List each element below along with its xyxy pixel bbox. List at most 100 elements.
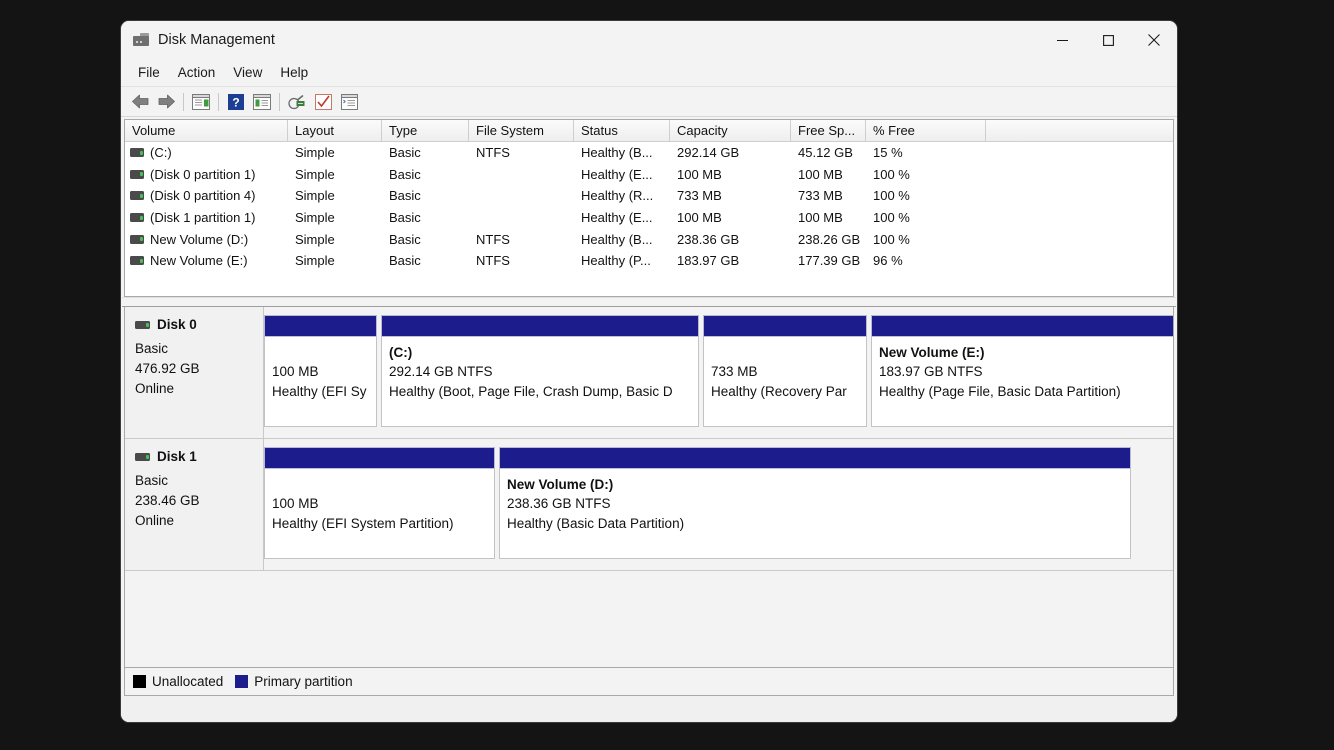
cell-layout: Simple <box>295 188 335 204</box>
disk-block[interactable]: Disk 0 Basic 476.92 GB Online 100 MB Healthy… <box>125 307 1173 439</box>
legend-label-primary-partition: Primary partition <box>254 674 353 689</box>
partition[interactable]: New Volume (D:) 238.36 GB NTFS Healthy (Ba… <box>499 447 1131 559</box>
disk-graphical-pane[interactable]: Disk 0 Basic 476.92 GB Online 100 MB Healthy… <box>124 307 1174 668</box>
cell-volume: (C:) <box>125 145 288 160</box>
pane-splitter[interactable] <box>122 297 1176 307</box>
column-header-capacity[interactable]: Capacity <box>670 120 791 141</box>
partition[interactable]: (C:) 292.14 GB NTFS Healthy (Boot, Page Fi… <box>381 315 699 427</box>
column-header-layout[interactable]: Layout <box>288 120 382 141</box>
cell-volume-label: New Volume (E:) <box>150 253 248 269</box>
partition-size: 238.36 GB NTFS <box>507 496 611 511</box>
cell-capacity: 733 MB <box>677 188 722 204</box>
partition-title-empty <box>711 345 859 360</box>
partition-size: 292.14 GB NTFS <box>389 364 493 379</box>
table-row[interactable]: (Disk 1 partition 1) Simple Basic Healthy (… <box>125 207 1173 229</box>
partition[interactable]: New Volume (E:) 183.97 GB NTFS Healthy (Pa… <box>871 315 1173 427</box>
table-row[interactable]: (Disk 0 partition 4) Simple Basic Healthy (… <box>125 185 1173 207</box>
toolbar-separator <box>279 92 280 111</box>
cell-free-space: 100 MB <box>798 166 843 182</box>
drive-icon <box>130 234 144 244</box>
cell-volume: New Volume (D:) <box>125 232 288 247</box>
drive-icon <box>130 213 144 223</box>
disk-type: Basic <box>135 341 169 356</box>
table-row[interactable]: New Volume (D:) Simple Basic NTFS Healthy (B… <box>125 228 1173 250</box>
rescan-disks-icon[interactable] <box>284 90 310 114</box>
window-controls <box>1039 21 1177 59</box>
partition-color-bar <box>381 315 699 336</box>
close-icon[interactable] <box>1131 21 1177 59</box>
forward-arrow-icon[interactable] <box>153 90 179 114</box>
table-row[interactable]: New Volume (E:) Simple Basic NTFS Healthy (P… <box>125 250 1173 272</box>
disk-block[interactable]: Disk 1 Basic 238.46 GB Online 100 MB Healthy… <box>125 439 1173 571</box>
cell-volume: (Disk 0 partition 4) <box>125 188 288 203</box>
legend-swatch-primary-partition <box>235 675 249 688</box>
column-header-free-space[interactable]: Free Sp... <box>791 120 866 141</box>
disk-name: Disk 1 <box>157 449 197 464</box>
disk-size: 238.46 GB <box>135 493 200 508</box>
partition[interactable]: 100 MB Healthy (EFI Sy <box>264 315 377 427</box>
partition-color-bar <box>703 315 867 336</box>
cell-file-system: NTFS <box>476 145 510 161</box>
menu-action[interactable]: Action <box>177 65 216 80</box>
disk-icon <box>135 320 150 329</box>
title-bar: Disk Management <box>121 21 1177 59</box>
cell-percent-free: 15 % <box>873 145 903 161</box>
maximize-icon[interactable] <box>1085 21 1131 59</box>
show-hide-console-tree-icon[interactable] <box>188 90 214 114</box>
cell-free-space: 177.39 GB <box>798 253 861 269</box>
cell-type: Basic <box>389 253 421 269</box>
column-header-percent-free[interactable]: % Free <box>866 120 986 141</box>
disk-label[interactable]: Disk 1 Basic 238.46 GB Online <box>125 439 264 570</box>
menu-help[interactable]: Help <box>280 65 309 80</box>
partition-color-bar <box>264 447 495 468</box>
partition-info: New Volume (E:) 183.97 GB NTFS Healthy (Pa… <box>871 336 1173 427</box>
menu-file[interactable]: File <box>138 65 160 80</box>
disk-partitions: 100 MB Healthy (EFI System Partition) New … <box>264 439 1173 570</box>
partition[interactable]: 100 MB Healthy (EFI System Partition) <box>264 447 495 559</box>
partition-title: (C:) <box>389 345 413 360</box>
column-header-type[interactable]: Type <box>382 120 469 141</box>
disk-icon <box>135 452 150 461</box>
legend-swatch-unallocated <box>133 675 146 688</box>
cell-percent-free: 96 % <box>873 253 903 269</box>
partition-color-bar <box>264 315 377 336</box>
column-header-file-system[interactable]: File System <box>469 120 574 141</box>
column-header-volume[interactable]: Volume <box>125 120 288 141</box>
volume-list-pane[interactable]: Volume Layout Type File System Status Ca… <box>124 119 1174 297</box>
back-arrow-icon[interactable] <box>127 90 153 114</box>
column-header-status[interactable]: Status <box>574 120 670 141</box>
toolbar: ? <box>121 87 1177 117</box>
volume-list-rows: (C:) Simple Basic NTFS Healthy (B... 292.14 G… <box>125 142 1173 272</box>
disk-drive-icon <box>133 32 149 48</box>
minimize-icon[interactable] <box>1039 21 1085 59</box>
cell-layout: Simple <box>295 253 335 269</box>
partition-status: Healthy (Recovery Par <box>711 384 847 399</box>
table-row[interactable]: (Disk 0 partition 1) Simple Basic Healthy (… <box>125 164 1173 186</box>
volume-list-header: Volume Layout Type File System Status Ca… <box>125 120 1173 142</box>
window-title: Disk Management <box>158 32 275 48</box>
table-row[interactable]: (C:) Simple Basic NTFS Healthy (B... 292.14 G… <box>125 142 1173 164</box>
svg-text:?: ? <box>232 95 239 109</box>
partition-size: 733 MB <box>711 364 758 379</box>
toolbar-separator <box>183 92 184 111</box>
cell-type: Basic <box>389 145 421 161</box>
partition[interactable]: 733 MB Healthy (Recovery Par <box>703 315 867 427</box>
check-disk-icon[interactable] <box>310 90 336 114</box>
partition-status: Healthy (Boot, Page File, Crash Dump, Ba… <box>389 384 673 399</box>
cell-volume: (Disk 0 partition 1) <box>125 167 288 182</box>
status-bar <box>122 696 1176 722</box>
help-icon[interactable]: ? <box>223 90 249 114</box>
toolbar-separator <box>218 92 219 111</box>
action-menu-icon[interactable] <box>336 90 362 114</box>
disk-label[interactable]: Disk 0 Basic 476.92 GB Online <box>125 307 264 438</box>
legend-bar: Unallocated Primary partition <box>124 668 1174 696</box>
menu-view[interactable]: View <box>233 65 263 80</box>
column-header-filler[interactable] <box>986 120 1057 141</box>
disk-title: Disk 1 <box>135 449 263 464</box>
disk-state: Online <box>135 513 175 528</box>
cell-status: Healthy (P... <box>581 253 651 269</box>
properties-list-icon[interactable] <box>249 90 275 114</box>
partition-title: New Volume (D:) <box>507 477 614 492</box>
cell-capacity: 238.36 GB <box>677 231 740 247</box>
cell-layout: Simple <box>295 166 335 182</box>
